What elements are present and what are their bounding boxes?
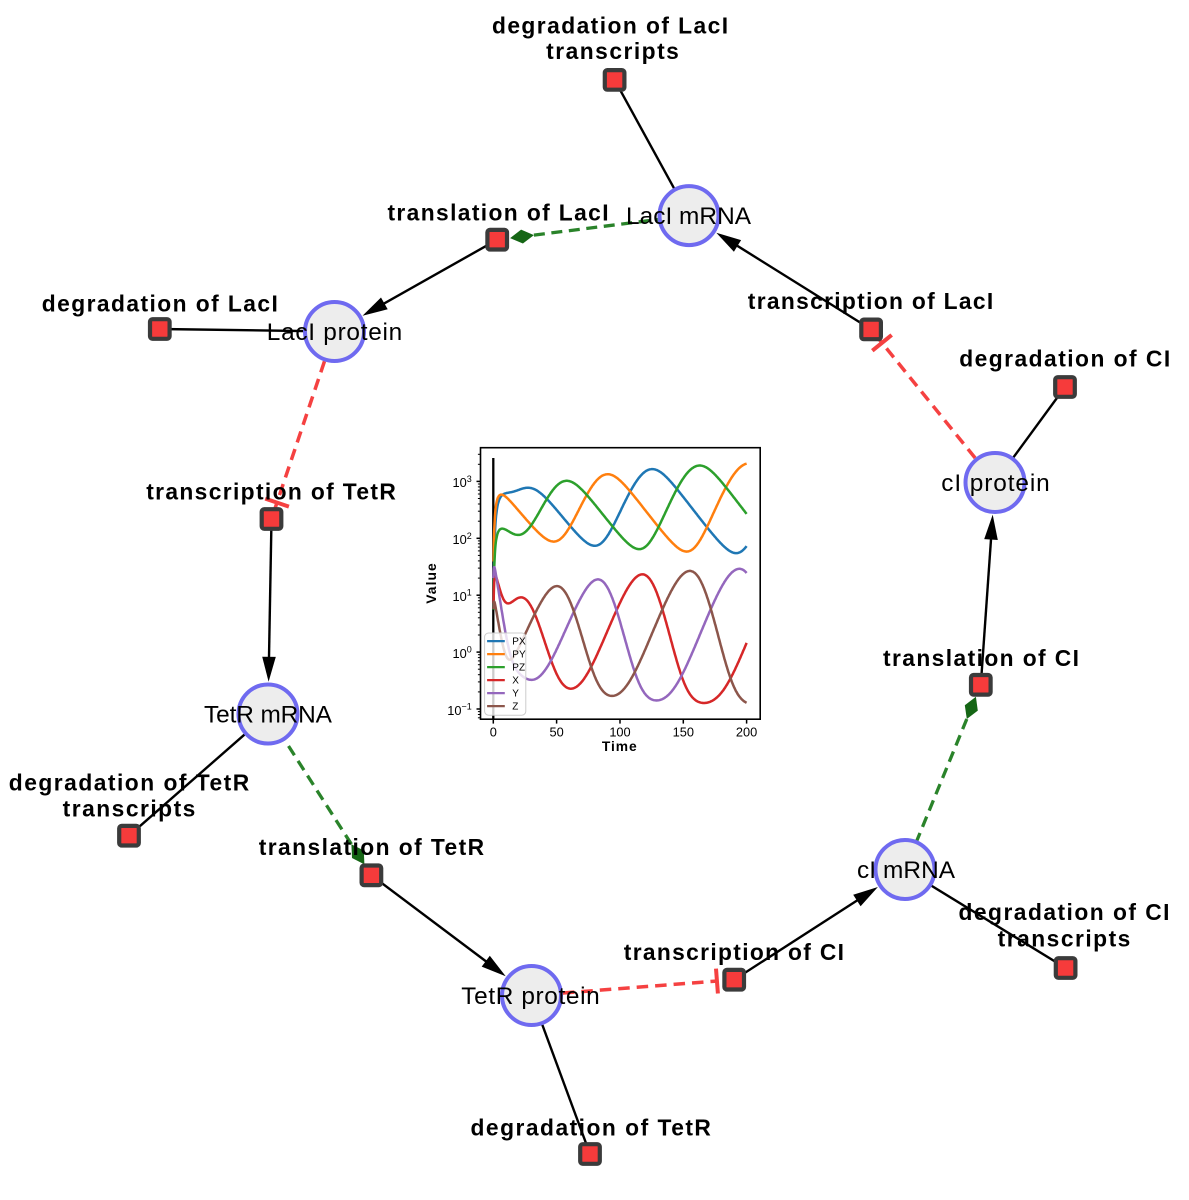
svg-text:cI mRNA: cI mRNA	[857, 857, 956, 884]
svg-text:LacI mRNA: LacI mRNA	[626, 203, 752, 230]
svg-text:translation of LacI: translation of LacI	[387, 200, 608, 226]
svg-text:degradation of CI: degradation of CI	[959, 345, 1170, 371]
svg-text:200: 200	[736, 725, 757, 740]
svg-text:translation of TetR: translation of TetR	[259, 834, 484, 860]
svg-text:degradation of LacI: degradation of LacI	[42, 291, 278, 317]
svg-text:0: 0	[490, 725, 497, 740]
svg-text:transcription of CI: transcription of CI	[624, 939, 844, 965]
svg-text:TetR protein: TetR protein	[461, 983, 599, 1010]
svg-text:degradation of TetR: degradation of TetR	[9, 770, 249, 796]
svg-text:LacI protein: LacI protein	[267, 319, 402, 346]
svg-text:150: 150	[673, 725, 694, 740]
svg-text:transcription of LacI: transcription of LacI	[748, 288, 993, 314]
svg-text:degradation of LacI: degradation of LacI	[492, 13, 728, 39]
svg-text:translation of CI: translation of CI	[883, 645, 1079, 671]
svg-text:50: 50	[549, 725, 563, 740]
svg-text:PX: PX	[512, 637, 526, 648]
svg-text:transcripts: transcripts	[546, 38, 679, 64]
svg-text:PZ: PZ	[512, 663, 525, 674]
svg-text:X: X	[512, 676, 519, 687]
svg-text:Time: Time	[602, 739, 637, 754]
svg-text:PY: PY	[512, 650, 526, 661]
svg-text:transcripts: transcripts	[998, 926, 1131, 952]
svg-text:TetR mRNA: TetR mRNA	[204, 701, 333, 728]
svg-text:degradation of TetR: degradation of TetR	[471, 1115, 711, 1141]
svg-text:transcription of TetR: transcription of TetR	[146, 479, 396, 505]
svg-text:Value: Value	[424, 563, 439, 604]
svg-text:degradation of CI: degradation of CI	[959, 899, 1170, 925]
svg-text:Y: Y	[512, 689, 519, 700]
svg-text:Z: Z	[512, 702, 518, 713]
svg-text:transcripts: transcripts	[63, 796, 196, 822]
svg-text:cI protein: cI protein	[941, 470, 1050, 497]
svg-text:100: 100	[609, 725, 630, 740]
